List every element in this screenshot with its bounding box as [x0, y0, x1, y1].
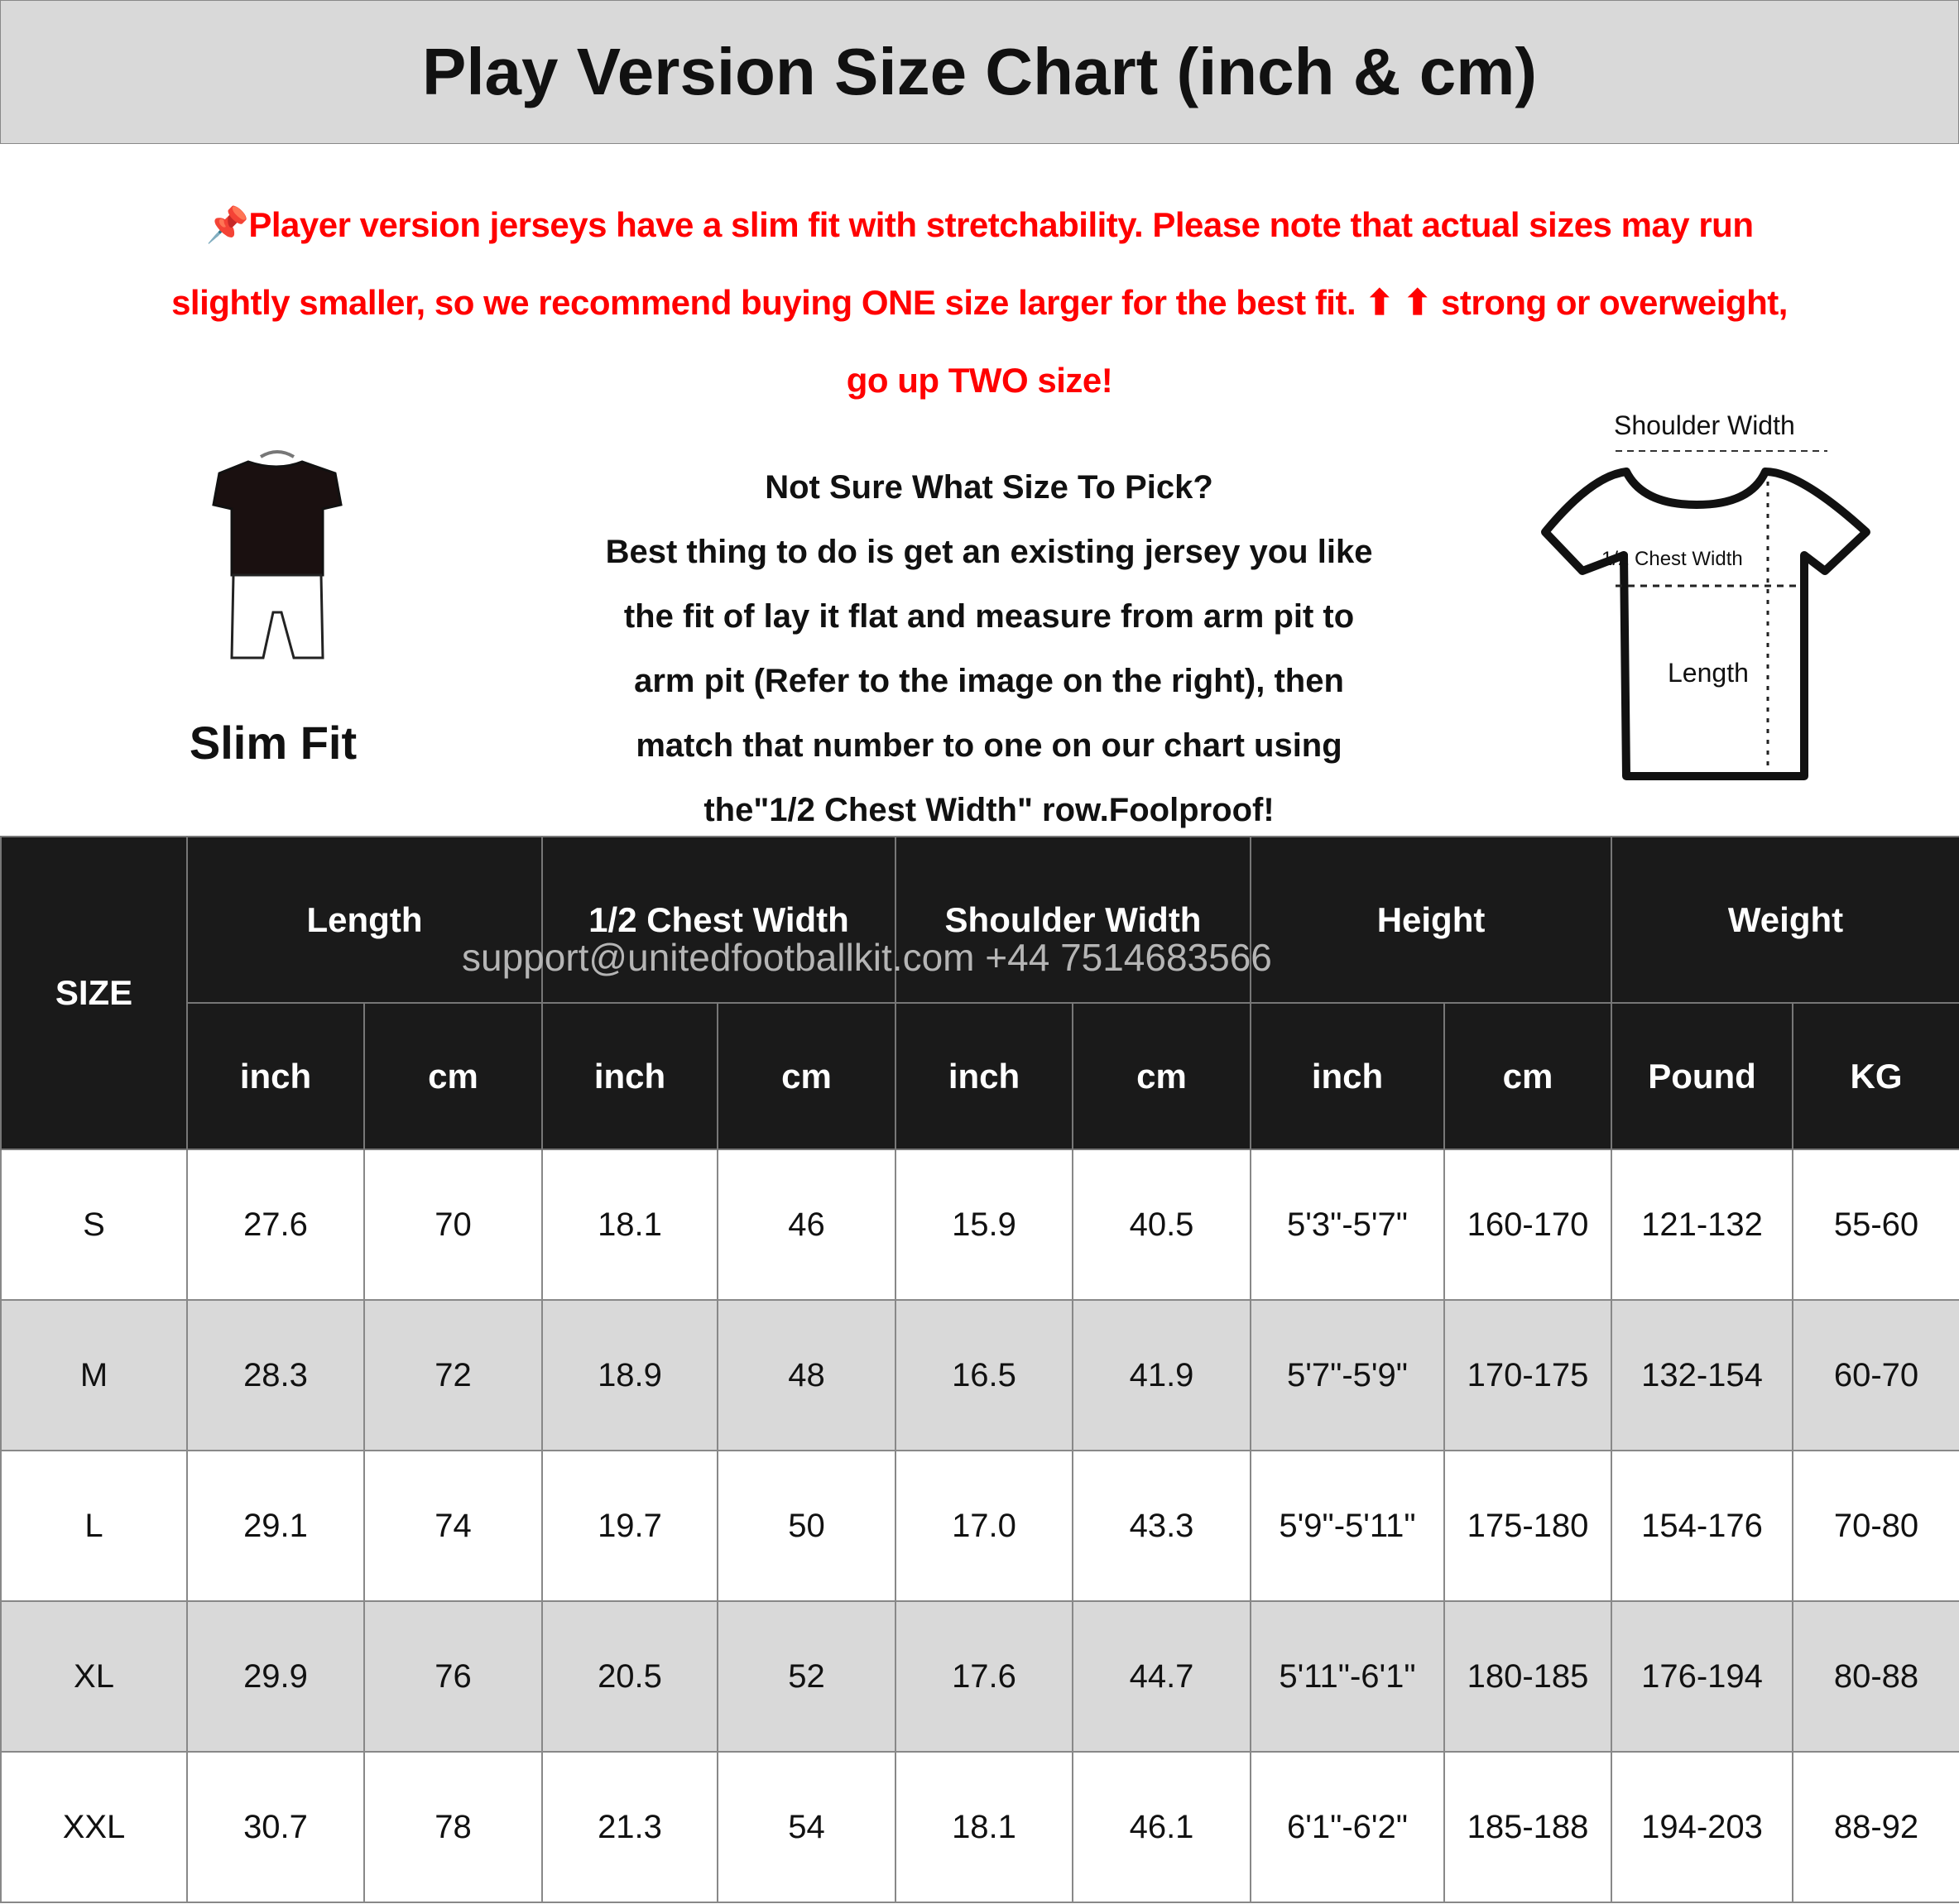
guide-line: match that number to one on our chart us… — [636, 727, 1342, 764]
value-cell: 41.9 — [1071, 1299, 1252, 1451]
value-cell: 48 — [717, 1299, 896, 1451]
size-cell: S — [0, 1149, 188, 1301]
value-cell: 46 — [717, 1149, 896, 1301]
value-cell: 15.9 — [895, 1149, 1073, 1301]
value-cell: 29.9 — [186, 1600, 365, 1753]
unit-header: inch — [895, 1002, 1073, 1150]
value-cell: 27.6 — [186, 1149, 365, 1301]
group-header-shoulder: Shoulder Width — [894, 836, 1252, 1004]
table-row: M 28.3 72 18.9 48 16.5 41.9 5'7"-5'9" 170-175 132… — [0, 1299, 1959, 1451]
group-header-weight: Weight — [1611, 836, 1959, 1004]
value-cell: 30.7 — [186, 1751, 365, 1903]
value-cell: 46.1 — [1071, 1751, 1252, 1903]
table-row: XXL 30.7 78 21.3 54 18.1 46.1 6'1"-6'2" 185-188 1… — [0, 1751, 1959, 1903]
value-cell: 19.7 — [541, 1450, 718, 1602]
value-cell: 21.3 — [541, 1751, 718, 1903]
value-cell: 132-154 — [1611, 1299, 1794, 1451]
fit-note: 📌Player version jerseys have a slim fit … — [8, 186, 1951, 420]
value-cell: 16.5 — [895, 1299, 1073, 1451]
value-cell: 78 — [363, 1751, 543, 1903]
value-cell: 154-176 — [1611, 1450, 1794, 1602]
value-cell: 175-180 — [1443, 1450, 1613, 1602]
table-row: S 27.6 70 18.1 46 15.9 40.5 5'3"-5'7" 160-170 121… — [0, 1149, 1959, 1301]
value-cell: 80-88 — [1792, 1600, 1959, 1753]
value-cell: 88-92 — [1792, 1751, 1959, 1903]
value-cell: 5'7"-5'9" — [1250, 1299, 1446, 1451]
guide-line: Best thing to do is get an existing jers… — [605, 534, 1373, 570]
guide-line: the"1/2 Chest Width" row.Foolproof! — [703, 792, 1275, 828]
size-cell: XXL — [0, 1751, 188, 1903]
value-cell: 185-188 — [1443, 1751, 1613, 1903]
unit-header: cm — [1443, 1002, 1613, 1150]
value-cell: 76 — [363, 1600, 543, 1753]
group-header-length: Length — [186, 836, 543, 1004]
unit-header: KG — [1792, 1002, 1959, 1150]
value-cell: 50 — [717, 1450, 896, 1602]
group-header-height: Height — [1250, 836, 1613, 1004]
value-cell: 18.1 — [895, 1751, 1073, 1903]
unit-header: cm — [363, 1002, 543, 1150]
value-cell: 18.1 — [541, 1149, 718, 1301]
tshirt-outline-icon — [1541, 450, 1870, 780]
value-cell: 6'1"-6'2" — [1250, 1751, 1446, 1903]
size-cell: M — [0, 1299, 188, 1451]
value-cell: 194-203 — [1611, 1751, 1794, 1903]
value-cell: 176-194 — [1611, 1600, 1794, 1753]
guide-line: arm pit (Refer to the image on the right… — [634, 663, 1344, 699]
value-cell: 52 — [717, 1600, 896, 1753]
length-label: Length — [1668, 658, 1749, 688]
guide-line: the fit of lay it flat and measure from … — [623, 598, 1355, 635]
value-cell: 60-70 — [1792, 1299, 1959, 1451]
note-line-2: slightly smaller, so we recommend buying… — [171, 283, 1788, 322]
value-cell: 17.0 — [895, 1450, 1073, 1602]
value-cell: 5'3"-5'7" — [1250, 1149, 1446, 1301]
chest-width-label: 1/2 Chest Width — [1601, 548, 1743, 570]
group-header-chest: 1/2 Chest Width — [541, 836, 896, 1004]
size-header: SIZE — [0, 836, 188, 1150]
value-cell: 5'11"-6'1" — [1250, 1600, 1446, 1753]
unit-header: inch — [186, 1002, 365, 1150]
value-cell: 70 — [363, 1149, 543, 1301]
note-line-3: go up TWO size! — [846, 361, 1113, 400]
slim-fit-label: Slim Fit — [189, 717, 358, 769]
contact-watermark: support@unitedfootballkit.com +44 751468… — [462, 936, 1272, 979]
page-title: Play Version Size Chart (inch & cm) — [421, 35, 1538, 108]
title-bar: Play Version Size Chart (inch & cm) — [0, 0, 1959, 144]
size-guide-text: Not Sure What Size To Pick? Best thing t… — [497, 455, 1481, 842]
value-cell: 43.3 — [1071, 1450, 1252, 1602]
measurement-diagram: Shoulder Width 1/2 Chest Width Length — [1515, 405, 1879, 786]
table-row: L 29.1 74 19.7 50 17.0 43.3 5'9"-5'11" 175-180 15… — [0, 1450, 1959, 1602]
table-row: XL 29.9 76 20.5 52 17.6 44.7 5'11"-6'1" 180-185 1… — [0, 1600, 1959, 1753]
value-cell: 18.9 — [541, 1299, 718, 1451]
pushpin-icon: 📌 — [205, 205, 249, 244]
value-cell: 160-170 — [1443, 1149, 1613, 1301]
value-cell: 40.5 — [1071, 1149, 1252, 1301]
size-table: SIZE Length 1/2 Chest Width Shoulder Wid… — [0, 836, 1959, 1903]
shoulder-width-label: Shoulder Width — [1614, 410, 1795, 440]
value-cell: 54 — [717, 1751, 896, 1903]
value-cell: 55-60 — [1792, 1149, 1959, 1301]
unit-header: Pound — [1611, 1002, 1794, 1150]
value-cell: 44.7 — [1071, 1600, 1252, 1753]
value-cell: 5'9"-5'11" — [1250, 1450, 1446, 1602]
value-cell: 20.5 — [541, 1600, 718, 1753]
unit-header: inch — [1250, 1002, 1446, 1150]
value-cell: 180-185 — [1443, 1600, 1613, 1753]
value-cell: 72 — [363, 1299, 543, 1451]
size-cell: XL — [0, 1600, 188, 1753]
value-cell: 29.1 — [186, 1450, 365, 1602]
value-cell: 70-80 — [1792, 1450, 1959, 1602]
value-cell: 28.3 — [186, 1299, 365, 1451]
value-cell: 170-175 — [1443, 1299, 1613, 1451]
value-cell: 74 — [363, 1450, 543, 1602]
size-cell: L — [0, 1450, 188, 1602]
slim-fit-jersey-icon — [124, 447, 422, 674]
value-cell: 121-132 — [1611, 1149, 1794, 1301]
unit-header: cm — [1071, 1002, 1252, 1150]
guide-heading: Not Sure What Size To Pick? — [765, 469, 1213, 506]
value-cell: 17.6 — [895, 1600, 1073, 1753]
unit-header: cm — [717, 1002, 896, 1150]
note-line-1: 📌Player version jerseys have a slim fit … — [205, 205, 1754, 244]
unit-header: inch — [541, 1002, 718, 1150]
